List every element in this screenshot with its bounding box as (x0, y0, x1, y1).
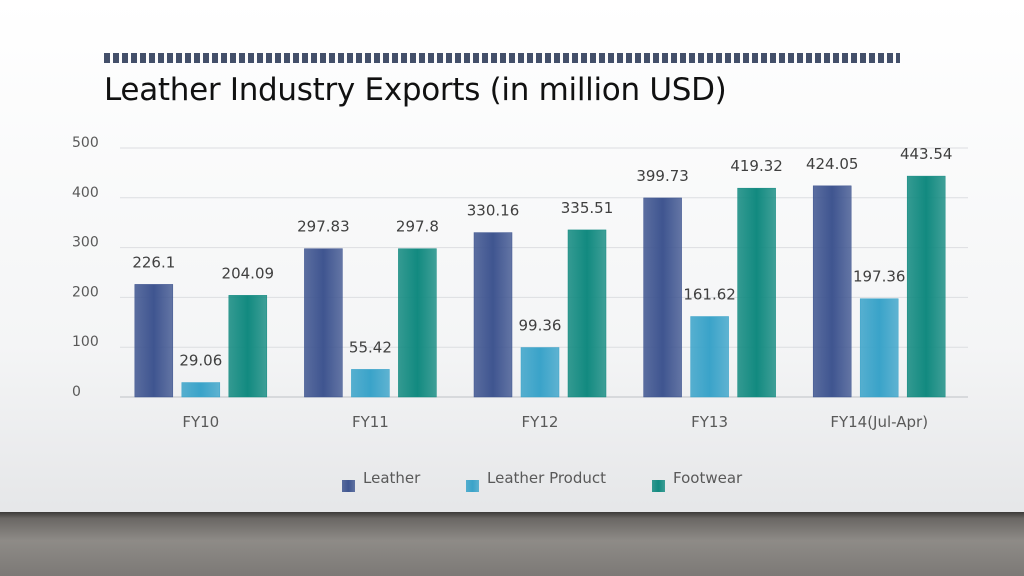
legend-swatch (466, 480, 479, 492)
bar-leather (643, 197, 682, 398)
data-label: 161.62 (683, 286, 736, 304)
x-axis-ticks: FY10 FY11 FY12 FY13 FY14(Jul-Apr) (182, 413, 928, 431)
data-label: 399.73 (636, 167, 689, 185)
legend-label: Leather (363, 469, 421, 487)
data-label: 197.36 (853, 268, 906, 286)
data-label: 424.05 (806, 155, 859, 173)
data-label: 226.1 (132, 253, 175, 271)
x-tick-label: FY10 (182, 413, 219, 431)
bar-leather (473, 232, 513, 398)
legend: Leather Leather Product Footwear (342, 469, 743, 492)
bar-footwear (398, 248, 437, 398)
x-tick-label: FY13 (691, 413, 728, 431)
bar-leather-product (351, 369, 390, 398)
bar-footwear (228, 295, 268, 398)
bar-footwear (737, 187, 776, 398)
bar-leather (812, 185, 852, 398)
legend-swatch (652, 480, 665, 492)
data-label: 55.42 (349, 338, 392, 356)
bar-leather (304, 248, 343, 398)
y-tick-label: 500 (72, 135, 99, 151)
data-label: 204.09 (222, 264, 275, 282)
bar-leather-product (859, 298, 899, 398)
bar-footwear (567, 229, 607, 398)
data-label: 335.51 (561, 199, 614, 217)
data-label: 330.16 (467, 202, 520, 220)
x-tick-label: FY14(Jul-Apr) (830, 413, 928, 431)
y-axis-ticks: 0 100 200 300 400 500 (72, 135, 99, 400)
title-decoration-bar (104, 53, 900, 63)
data-label: 297.83 (297, 218, 350, 236)
y-tick-label: 300 (72, 235, 99, 251)
bar-leather-product (690, 316, 729, 398)
legend-item-footwear: Footwear (652, 469, 743, 492)
data-label: 443.54 (900, 145, 953, 163)
legend-item-leather: Leather (342, 469, 421, 492)
legend-label: Leather Product (487, 469, 606, 487)
slide-title: Leather Industry Exports (in million USD… (104, 72, 727, 108)
bar-leather-product (181, 382, 221, 398)
bar-leather-product (520, 347, 560, 398)
bar-leather (134, 284, 174, 398)
data-label: 29.06 (179, 352, 222, 370)
y-tick-label: 100 (72, 334, 99, 350)
bars (134, 175, 946, 398)
floor-background (0, 512, 1024, 576)
x-tick-label: FY12 (522, 413, 559, 431)
legend-swatch (342, 480, 355, 492)
x-tick-label: FY11 (352, 413, 389, 431)
data-label: 419.32 (730, 157, 783, 175)
data-label: 297.8 (396, 218, 439, 236)
y-tick-label: 0 (72, 384, 81, 400)
y-tick-label: 200 (72, 284, 99, 300)
data-label: 99.36 (519, 317, 562, 335)
data-labels: 226.1 29.06 204.09 297.83 55.42 297.8 330.16 99… (132, 145, 952, 369)
y-tick-label: 400 (72, 185, 99, 201)
legend-label: Footwear (673, 469, 743, 487)
bar-footwear (906, 175, 946, 398)
legend-item-leather-product: Leather Product (466, 469, 606, 492)
